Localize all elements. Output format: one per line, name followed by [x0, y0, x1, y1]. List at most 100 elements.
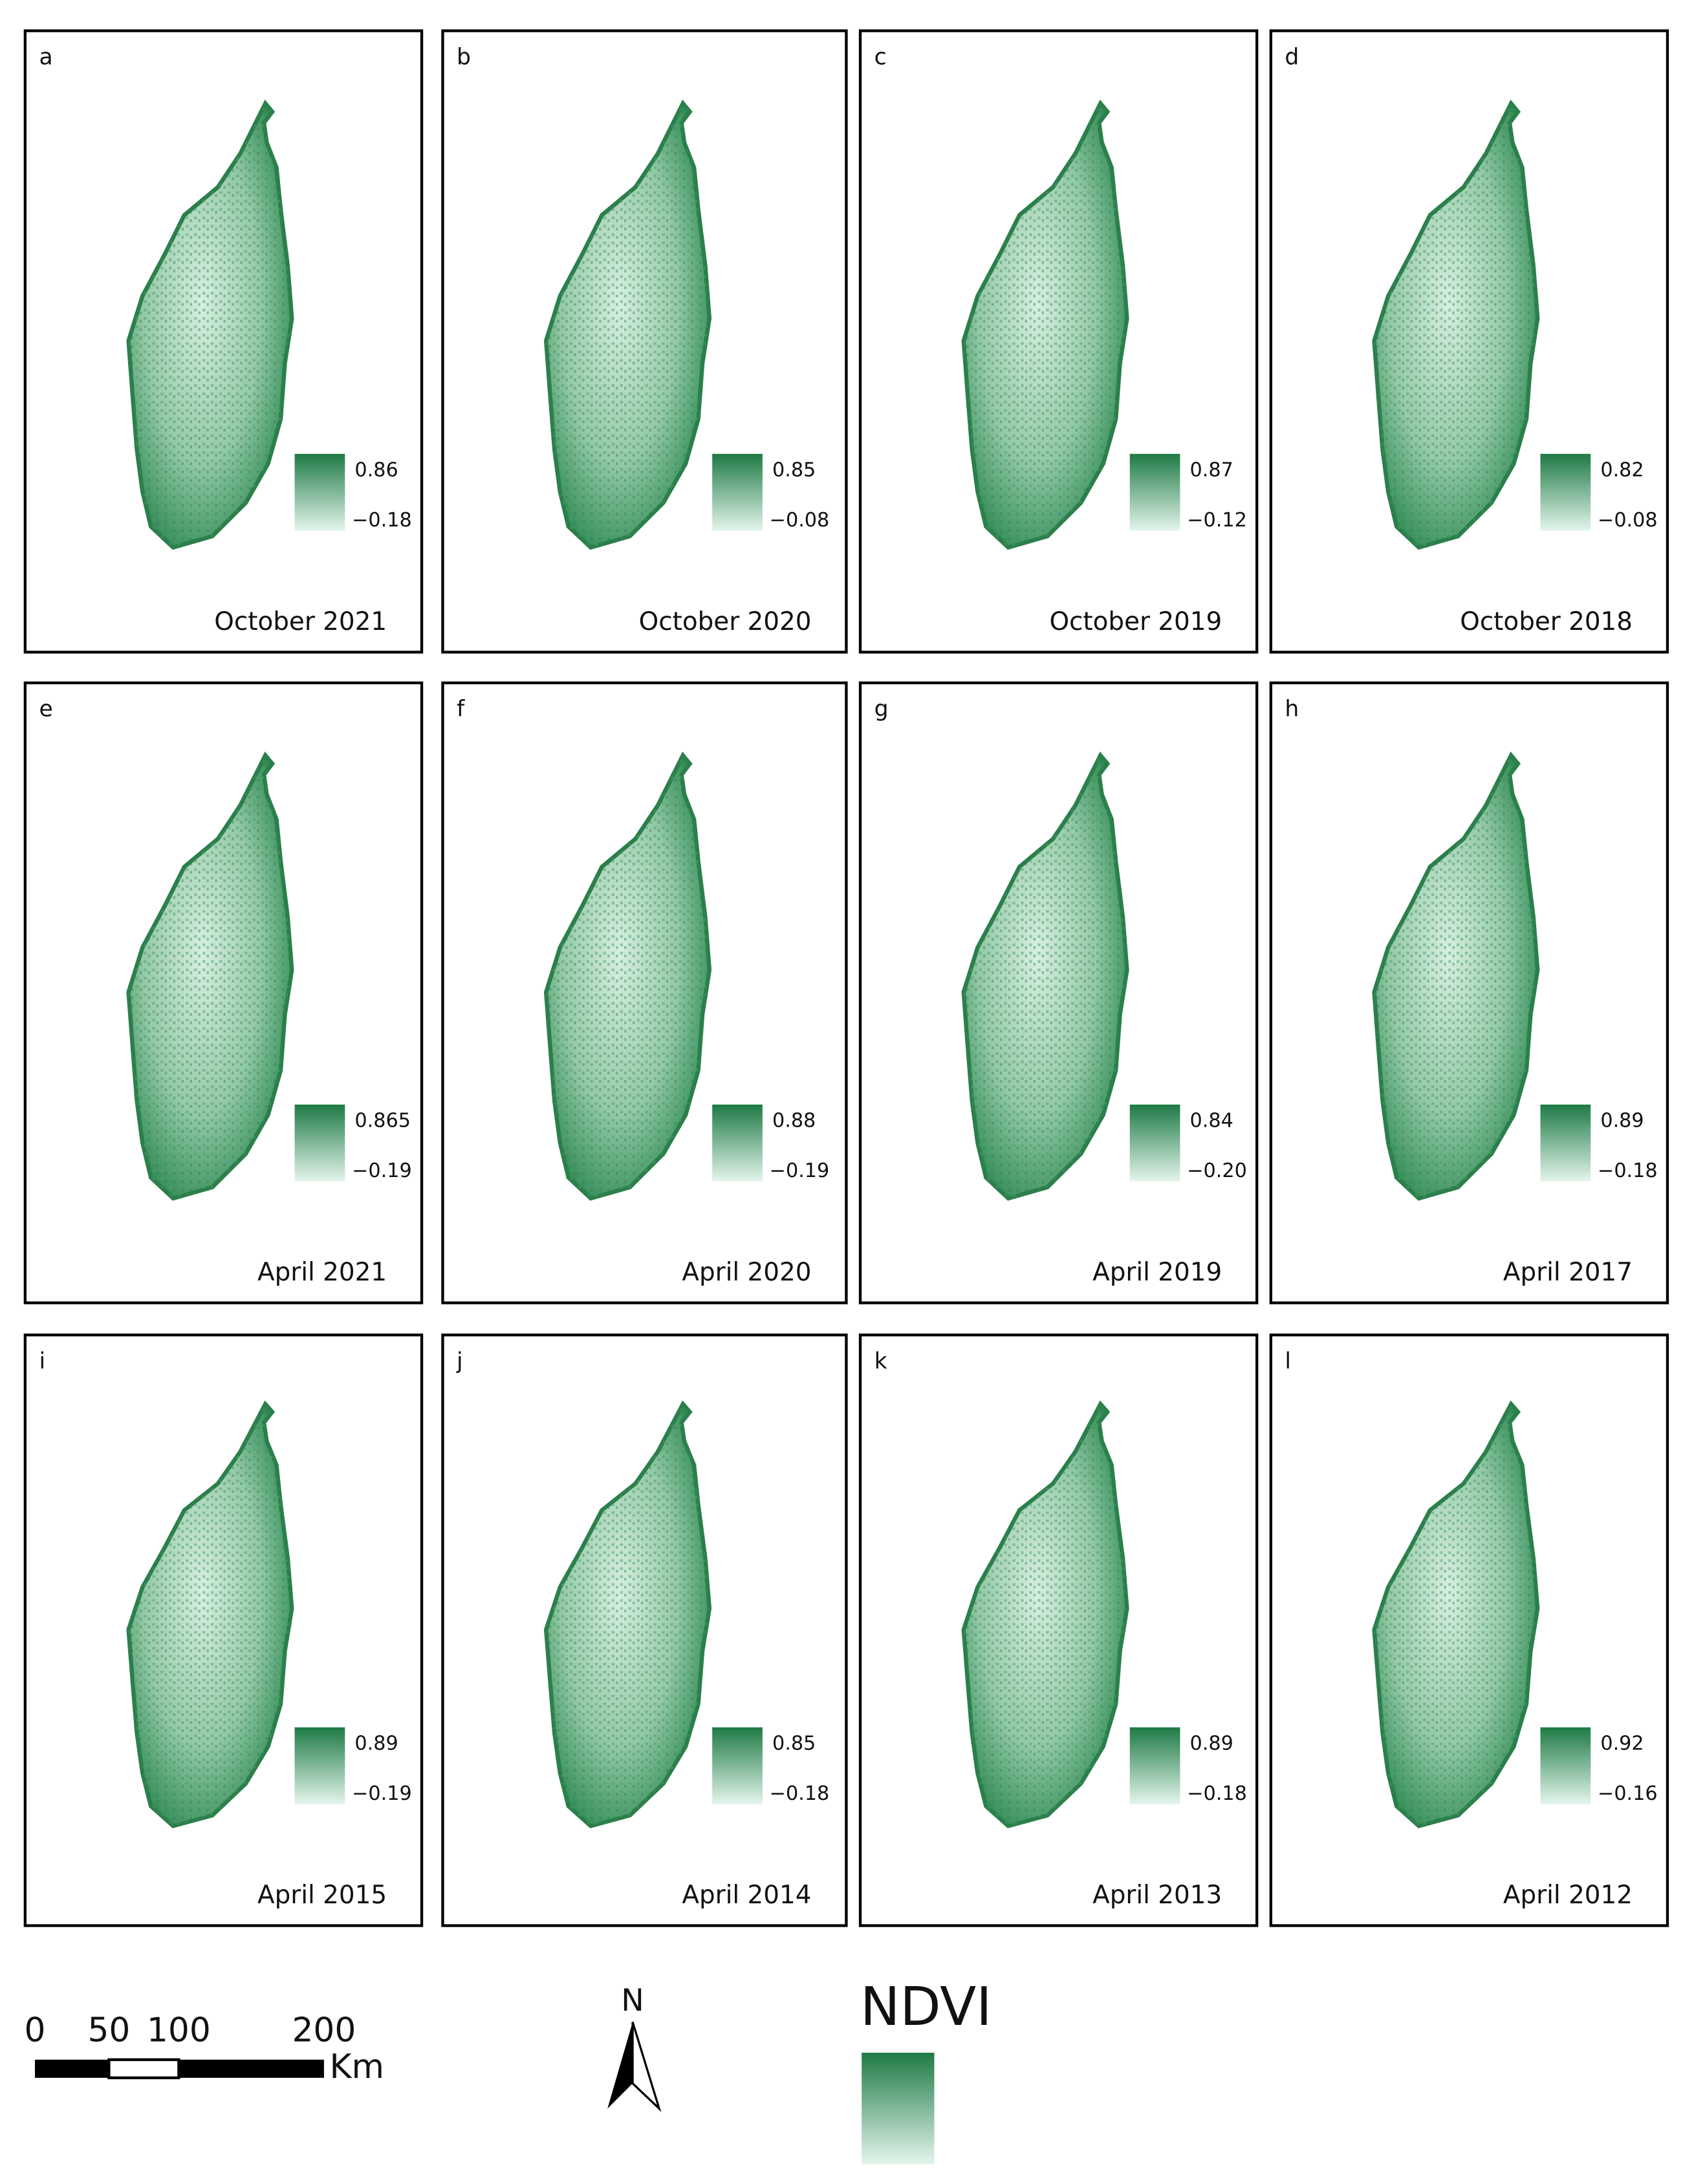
legend-max: 0.87: [1190, 459, 1233, 481]
map-panel: l 0.92 −0.16 April 2012: [1269, 1334, 1669, 1927]
island: [543, 1400, 712, 1829]
arrow-half: [607, 2022, 633, 2109]
legend-max: 0.92: [1600, 1732, 1644, 1755]
scale-segment: [179, 2059, 324, 2078]
panel-caption: April 2020: [682, 1258, 811, 1287]
legend-max: 0.89: [1600, 1109, 1644, 1132]
map-panel: e 0.865 −0.19 April 2021: [23, 681, 424, 1304]
panel-caption: April 2017: [1503, 1258, 1633, 1287]
island: [961, 99, 1129, 550]
scale-label: 200: [292, 2011, 356, 2050]
legend-ramp: [1129, 1104, 1180, 1182]
panel-caption: October 2020: [639, 607, 812, 636]
legend-ramp: [862, 2052, 935, 2165]
island-texture: [1374, 755, 1538, 1198]
map-panel: g 0.84 −0.20 April 2019: [858, 681, 1259, 1304]
north-arrow: N: [607, 1983, 662, 2112]
panel-letter: i: [39, 1348, 45, 1374]
legend-max: 0.89: [354, 1732, 398, 1755]
legend-ramp: [712, 1104, 763, 1182]
island-texture: [963, 755, 1127, 1198]
legend-ramp: [1540, 453, 1591, 531]
legend-min: −0.18: [352, 509, 412, 532]
legend-max: 0.85: [772, 1732, 816, 1755]
legend-ramp: [294, 1104, 345, 1182]
panel-caption: October 2018: [1460, 607, 1633, 636]
legend-min: −0.18: [770, 1782, 830, 1805]
panel-letter: k: [874, 1348, 887, 1374]
panel-letter: d: [1285, 44, 1299, 70]
legend-title: NDVI: [860, 1976, 992, 2038]
island: [1372, 1400, 1540, 1829]
panel-letter: e: [39, 697, 52, 722]
legend-min: −0.19: [352, 1160, 412, 1182]
panel-caption: October 2021: [214, 607, 387, 636]
map-panel: i 0.89 −0.19 April 2015: [23, 1334, 424, 1927]
legend-max: 0.86: [354, 459, 398, 481]
legend-min: −0.19: [352, 1782, 412, 1805]
legend-ramp: [712, 1727, 763, 1804]
north-label: N: [621, 1983, 644, 2018]
legend-min: −0.20: [1187, 1160, 1247, 1182]
legend-min: −0.19: [770, 1160, 830, 1182]
map-panel: j 0.85 −0.18 April 2014: [441, 1334, 848, 1927]
scale-bar: 0 50 100 200 Km: [24, 2011, 384, 2086]
map-panel: h 0.89 −0.18 April 2017: [1269, 681, 1669, 1304]
island: [1372, 99, 1540, 550]
legend-min: −0.18: [1598, 1160, 1658, 1182]
island-texture: [1374, 1403, 1538, 1826]
map-panel: b 0.85 −0.08 October 2020: [441, 29, 848, 654]
panel-caption: April 2014: [682, 1881, 811, 1910]
legend-ramp: [1129, 1727, 1180, 1804]
legend-ramp: [1540, 1727, 1591, 1804]
main-legend: NDVI: [860, 1976, 992, 2165]
island-texture: [546, 103, 710, 548]
panel-caption: April 2019: [1092, 1258, 1222, 1287]
legend-min: −0.08: [770, 509, 830, 532]
legend-max: 0.84: [1190, 1109, 1233, 1132]
scale-label: 0: [24, 2011, 45, 2050]
legend-max: 0.865: [354, 1109, 411, 1132]
panel-caption: April 2013: [1092, 1881, 1222, 1910]
island: [961, 751, 1129, 1201]
legend-ramp: [1540, 1104, 1591, 1182]
legend-min: −0.16: [1598, 1782, 1658, 1805]
island: [543, 751, 712, 1201]
panel-caption: April 2015: [257, 1881, 387, 1910]
island: [126, 99, 294, 550]
island: [1372, 751, 1540, 1201]
scale-unit: Km: [330, 2048, 384, 2086]
scale-segment: [34, 2059, 109, 2078]
panel-letter: l: [1285, 1348, 1291, 1374]
panel-caption: April 2012: [1503, 1881, 1633, 1910]
legend-ramp: [294, 453, 345, 531]
panel-letter: h: [1285, 697, 1299, 722]
legend-min: −0.12: [1187, 509, 1247, 532]
legend-max: 0.89: [1190, 1732, 1233, 1755]
legend-min: −0.18: [1187, 1782, 1247, 1805]
map-panel: d 0.82 −0.08 October 2018: [1269, 29, 1669, 654]
island-texture: [1374, 103, 1538, 548]
map-panel: f 0.88 −0.19 April 2020: [441, 681, 848, 1304]
panel-letter: g: [874, 697, 889, 722]
panel-letter: j: [456, 1348, 463, 1374]
panel-letter: a: [39, 44, 52, 70]
island: [126, 751, 294, 1201]
legend-min: −0.08: [1598, 509, 1658, 532]
island-texture: [128, 103, 292, 548]
legend-ramp: [294, 1727, 345, 1804]
island-texture: [546, 1403, 710, 1826]
island-texture: [128, 1403, 292, 1826]
legend-ramp: [1129, 453, 1180, 531]
panel-letter: c: [874, 44, 887, 70]
legend-max: 0.88: [772, 1109, 816, 1132]
scale-segment: [107, 2058, 180, 2079]
island: [961, 1400, 1129, 1829]
map-panel: a 0.86 −0.18 October 2021: [23, 29, 424, 654]
island: [126, 1400, 294, 1829]
arrow-half: [631, 2021, 662, 2112]
panel-caption: April 2021: [257, 1258, 387, 1287]
map-panel: k 0.89 −0.18 April 2013: [858, 1334, 1259, 1927]
panel-letter: b: [457, 44, 471, 70]
scale-label: 50: [87, 2011, 130, 2050]
